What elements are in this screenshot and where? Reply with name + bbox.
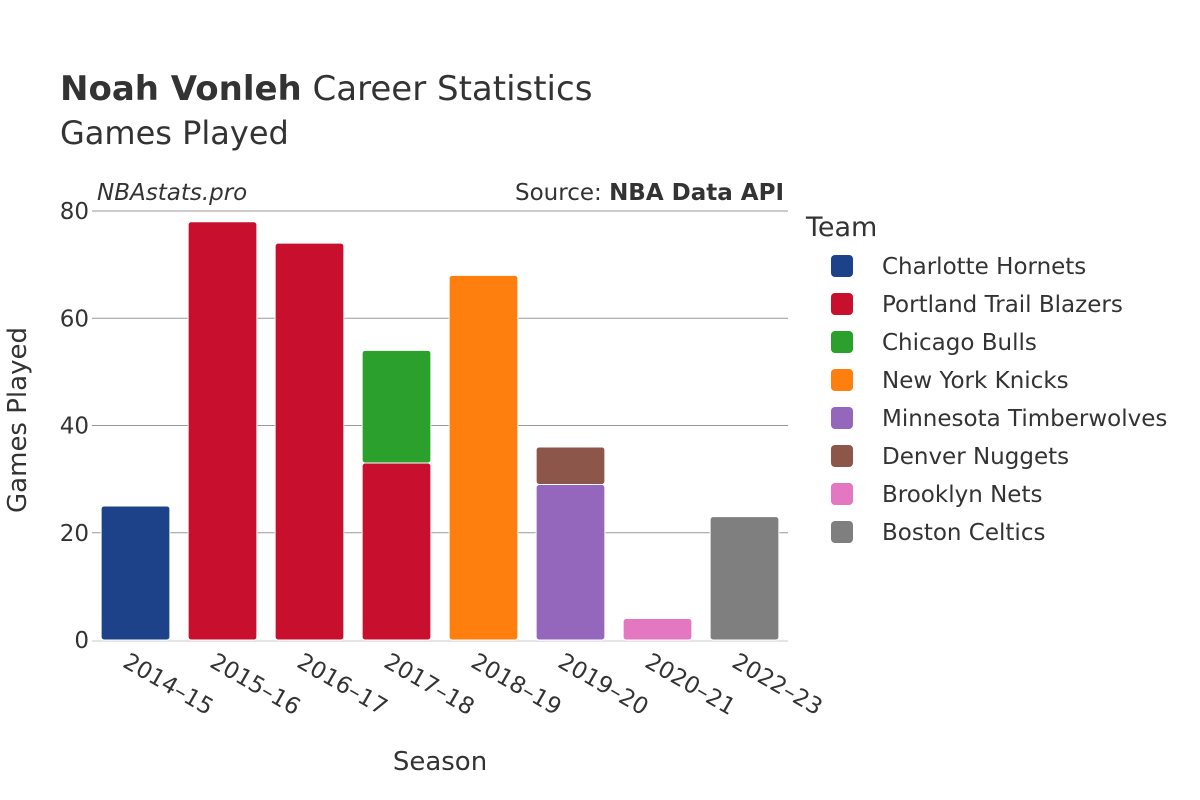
y-tick-label: 20 [60,521,89,547]
legend-item[interactable]: Boston Celtics [831,520,1045,546]
legend: Team Charlotte Hornets Portland Trail Bla… [805,212,1167,546]
y-tick-label: 80 [60,199,89,225]
y-tick-label: 40 [60,414,89,440]
bar-2022–23-boston-celtics [709,516,780,641]
bar-2018–19-new-york-knicks [448,274,519,641]
x-axis-label: Season [393,747,487,777]
bar-2016–17-portland-trail-blazers [274,242,345,641]
bar-2020–21-brooklyn-nets [622,618,693,641]
legend-swatch [831,331,853,353]
bar-2019–20-minnesota-timberwolves [535,483,606,641]
x-tick-label: 2016–17 [293,649,392,721]
bar-2014–15-charlotte-hornets [100,505,171,641]
legend-swatch [831,369,853,391]
x-tick-label: 2022–23 [728,649,827,721]
chart-title: Noah Vonleh Career Statistics [60,69,592,109]
y-tick-label: 0 [74,628,89,654]
x-tick-label: 2017–18 [380,649,479,721]
legend-title: Team [805,212,877,243]
legend-label: Chicago Bulls [882,330,1037,356]
legend-swatch [831,483,853,505]
legend-item[interactable]: Denver Nuggets [831,444,1069,470]
chart-subtitle: Games Played [60,114,289,152]
legend-label: Denver Nuggets [882,444,1069,470]
legend-swatch [831,293,853,315]
x-tick-label: 2014–15 [119,649,218,721]
legend-label: Minnesota Timberwolves [882,406,1167,432]
source-label: Source: [515,180,609,206]
legend-item[interactable]: Minnesota Timberwolves [831,406,1167,432]
x-tick-label: 2019–20 [554,649,653,721]
legend-label: Charlotte Hornets [882,254,1086,280]
legend-label: Portland Trail Blazers [882,292,1123,318]
x-tick-labels: 2014–152015–162016–172017–182018–192019–… [119,649,827,721]
bar-2015–16-portland-trail-blazers [187,221,258,641]
x-tick-label: 2018–19 [467,649,566,721]
x-tick-label: 2020–21 [641,649,740,721]
legend-label: Boston Celtics [882,520,1045,546]
legend-swatch [831,407,853,429]
x-tick-label: 2015–16 [206,649,305,721]
legend-swatch [831,255,853,277]
chart-title-player: Noah Vonleh [60,69,302,109]
bars-layer [100,221,780,641]
legend-item[interactable]: Charlotte Hornets [831,254,1086,280]
legend-item[interactable]: New York Knicks [831,368,1069,394]
bar-2019–20-denver-nuggets [535,446,606,485]
bar-2017–18-portland-trail-blazers [361,462,432,641]
bar-2017–18-chicago-bulls [361,349,432,464]
legend-item[interactable]: Chicago Bulls [831,330,1037,356]
legend-item[interactable]: Portland Trail Blazers [831,292,1123,318]
source-credit: Source: NBA Data API [515,180,784,206]
chart-title-rest: Career Statistics [302,69,593,109]
y-tick-label: 60 [60,306,89,332]
legend-swatch [831,521,853,543]
watermark: NBAstats.pro [97,180,247,206]
legend-swatch [831,445,853,467]
source-value: NBA Data API [609,180,784,206]
legend-label: Brooklyn Nets [882,482,1042,508]
legend-item[interactable]: Brooklyn Nets [831,482,1042,508]
y-axis-label: Games Played [3,327,33,513]
legend-label: New York Knicks [882,368,1069,394]
y-tick-labels: 0 20 40 60 80 [60,199,89,654]
legend-items: Charlotte Hornets Portland Trail Blazers C… [831,254,1167,546]
